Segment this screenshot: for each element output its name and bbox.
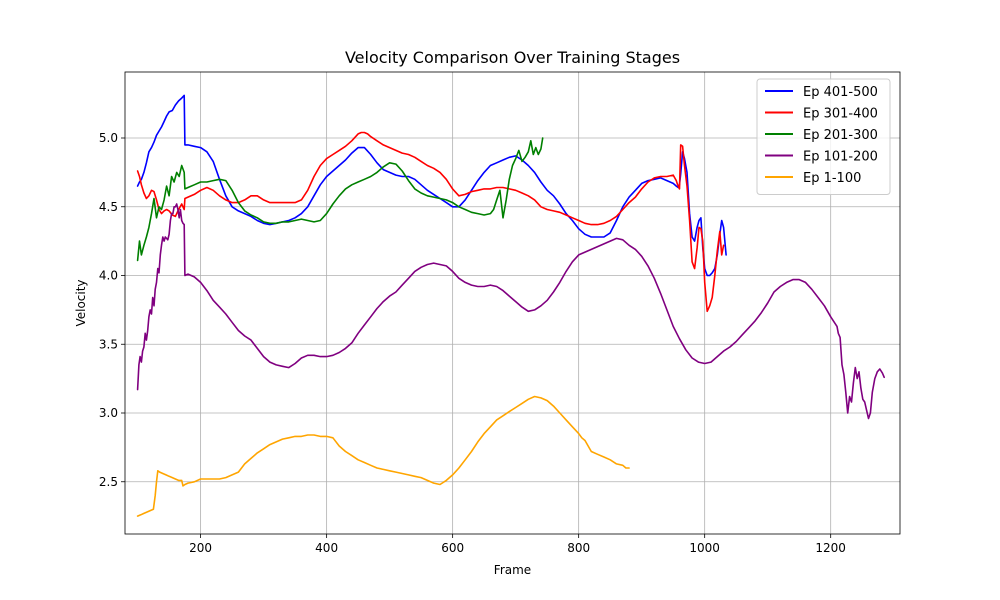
y-tick-label: 3.0 [99,406,118,420]
x-tick-label: 1200 [815,541,846,555]
y-tick-label: 4.0 [99,269,118,283]
legend: Ep 401-500 Ep 301-400 Ep 201-300 Ep 101-200… [756,78,891,195]
plot-frame [124,71,901,535]
series-line-ep-301-400 [136,131,725,313]
y-tick-label: 3.5 [99,337,118,351]
series-line-ep-1-100 [136,395,630,517]
x-tick-label: 600 [441,541,464,555]
y-tick-label: 2.5 [99,475,118,489]
legend-entry-label: Ep 301-400 [803,107,878,122]
x-tick-label: 200 [189,541,212,555]
axis-ticks: 200 400 600 800 1000 1200 2.5 3.0 3.5 4.0 4.5 5.0 [99,131,846,555]
y-axis-label: Velocity [74,279,88,326]
y-tick-label: 4.5 [99,200,118,214]
legend-box [756,78,891,195]
x-tick-label: 400 [315,541,338,555]
legend-entry-label: Ep 401-500 [803,85,878,100]
series-line-ep-101-200 [136,203,886,420]
chart-title: Velocity Comparison Over Training Stages [345,48,680,67]
x-axis-label: Frame [494,563,531,577]
y-tick-label: 5.0 [99,131,118,145]
x-tick-label: 1000 [689,541,720,555]
series-line-ep-201-300 [136,137,544,262]
legend-entry-label: Ep 1-100 [803,171,861,186]
legend-entry-label: Ep 101-200 [803,150,878,165]
plot-series [136,94,886,517]
x-tick-label: 800 [567,541,590,555]
legend-entry-label: Ep 201-300 [803,128,878,143]
